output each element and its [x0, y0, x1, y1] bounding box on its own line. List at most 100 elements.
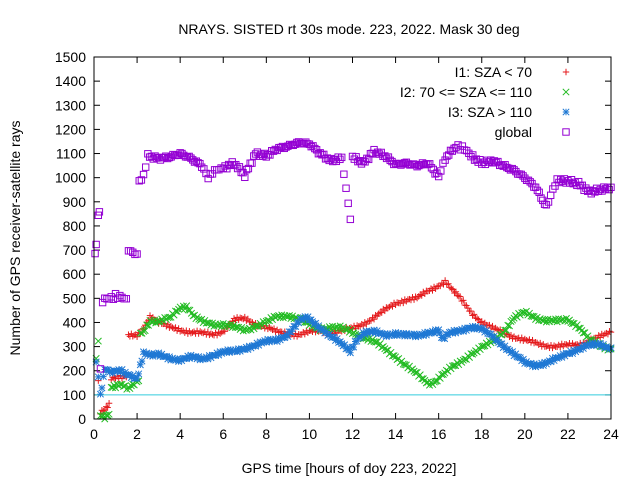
- data-point-global: [135, 177, 143, 185]
- data-point-global: [248, 159, 256, 167]
- data-point-i1: [372, 311, 379, 319]
- data-point-i1: [247, 318, 255, 326]
- data-point-i2: [143, 321, 151, 329]
- legend-marker-global: [562, 128, 570, 136]
- y-tick-label: 1100: [56, 146, 86, 162]
- data-point-i1: [244, 315, 252, 323]
- data-point-i1: [441, 277, 449, 284]
- data-point-i1: [523, 336, 530, 344]
- data-point-i1: [200, 329, 207, 337]
- data-point-i3: [346, 349, 354, 357]
- data-point-global: [111, 289, 120, 298]
- y-tick-label: 700: [63, 242, 87, 258]
- data-point-global: [95, 208, 104, 216]
- data-point-global: [338, 153, 346, 162]
- x-tick-label: 0: [90, 426, 98, 442]
- y-tick-label: 800: [63, 218, 87, 234]
- data-point-i1: [492, 324, 499, 332]
- tick-labels: 0 2 4 6 8 10 12 14 16 18 20 22 240100200300400500600…: [55, 49, 619, 442]
- data-point-i1: [193, 327, 201, 335]
- y-axis-label: Number of GPS receiver-satellite rays: [7, 121, 23, 356]
- data-point-i2: [105, 410, 113, 418]
- data-point-global: [535, 188, 543, 197]
- data-point-i2: [505, 322, 513, 330]
- data-point-i2: [341, 325, 349, 333]
- data-point-i1: [563, 341, 570, 348]
- y-tick-label: 1300: [55, 97, 86, 113]
- data-point-i2: [384, 346, 392, 354]
- data-point-i1: [458, 297, 465, 305]
- data-point-global: [92, 240, 100, 249]
- data-point-i1: [448, 285, 455, 292]
- data-point-i2: [518, 309, 526, 317]
- data-point-i1: [384, 304, 392, 312]
- data-point-i2: [232, 324, 240, 332]
- data-point-global: [605, 185, 613, 194]
- data-point-global: [96, 365, 105, 373]
- data-point-i1: [381, 307, 389, 315]
- data-point-i1: [218, 329, 225, 336]
- data-point-i1: [421, 290, 429, 298]
- data-point-global: [142, 163, 150, 171]
- data-point-i1: [470, 311, 478, 318]
- data-point-i2: [111, 384, 120, 392]
- data-point-i1: [443, 281, 450, 288]
- x-tick-label: 20: [517, 426, 533, 442]
- data-point-i2: [252, 322, 260, 330]
- data-point-global: [122, 295, 131, 303]
- data-point-global: [458, 142, 467, 150]
- data-point-i2: [579, 329, 587, 337]
- data-point-global: [344, 199, 352, 208]
- plot-frame: [93, 56, 612, 420]
- data-point-i1: [189, 329, 196, 336]
- y-tick-label: 200: [63, 363, 87, 379]
- data-point-i2: [502, 326, 510, 334]
- data-point-i1: [172, 324, 179, 331]
- x-tick-label: 12: [345, 426, 361, 442]
- data-point-global: [533, 186, 542, 195]
- data-point-global: [342, 184, 350, 192]
- data-point-i2: [436, 374, 444, 382]
- data-point-i1: [452, 288, 460, 295]
- data-point-i1: [105, 400, 113, 407]
- x-tick-label: 4: [176, 426, 184, 442]
- data-point-i1: [270, 325, 278, 332]
- data-point-global: [454, 141, 462, 149]
- data-point-i2: [183, 302, 191, 310]
- y-tick-label: 1200: [55, 121, 86, 137]
- data-point-i2: [473, 348, 481, 356]
- x-tick-label: 22: [560, 426, 576, 442]
- data-point-i2: [448, 362, 457, 370]
- data-point-i1: [410, 296, 418, 303]
- data-point-global: [241, 173, 249, 182]
- x-tick-label: 2: [133, 426, 141, 442]
- data-point-i1: [550, 342, 558, 349]
- y-tick-label: 100: [63, 387, 87, 403]
- data-point-i1: [367, 317, 375, 324]
- data-point-i2: [96, 412, 105, 420]
- data-point-i1: [473, 315, 481, 322]
- data-point-i1: [370, 316, 378, 323]
- data-point-i1: [438, 279, 446, 287]
- data-point-i2: [139, 327, 148, 335]
- data-point-global: [137, 176, 146, 184]
- x-tick-label: 10: [302, 426, 318, 442]
- x-tick-label: 24: [603, 426, 619, 442]
- data-point-i2: [94, 337, 102, 345]
- data-point-i3: [99, 373, 107, 381]
- data-point-global: [346, 215, 355, 224]
- y-tick-label: 500: [63, 290, 87, 306]
- legend-marker-i3: [562, 108, 570, 116]
- data-point-i2: [141, 327, 149, 335]
- y-tick-label: 900: [63, 194, 87, 210]
- data-point-i1: [207, 330, 215, 337]
- data-point-i2: [167, 313, 175, 321]
- data-point-global: [139, 170, 148, 179]
- data-point-i1: [457, 293, 464, 300]
- data-point-i1: [464, 304, 472, 312]
- data-point-i1: [375, 310, 382, 317]
- legend-label-i1: I1: SZA < 70: [455, 64, 533, 80]
- data-point-i1: [606, 328, 613, 335]
- legend-label-i2: I2: 70 <= SZA <= 110: [400, 84, 532, 100]
